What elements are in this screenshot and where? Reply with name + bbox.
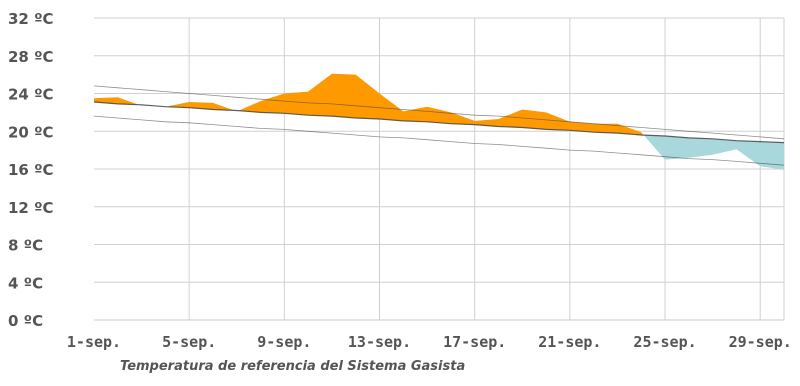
x-axis-ticks: 1-sep. 5-sep. 9-sep. 13-sep. 17-sep. 21-sep. 2… — [67, 333, 792, 351]
x-tick-label: 13-sep. — [348, 333, 411, 351]
y-tick-label: 0 ºC — [8, 312, 43, 330]
y-tick-label: 8 ºC — [8, 237, 43, 255]
x-tick-label: 29-sep. — [729, 333, 792, 351]
x-tick-label: 5-sep. — [162, 333, 216, 351]
x-tick-label: 9-sep. — [257, 333, 311, 351]
above-reference-area — [94, 73, 784, 143]
y-tick-label: 32 ºC — [8, 10, 54, 28]
reference-line — [93, 101, 785, 144]
y-tick-label: 16 ºC — [8, 161, 54, 179]
x-axis-caption: Temperatura de referencia del Sistema Ga… — [120, 359, 466, 374]
x-tick-label: 25-sep. — [633, 333, 696, 351]
reference-lines — [93, 85, 785, 166]
x-tick-label: 1-sep. — [67, 333, 121, 351]
y-tick-label: 4 ºC — [8, 274, 43, 292]
fill-areas — [94, 73, 784, 170]
y-tick-label: 20 ºC — [8, 123, 54, 141]
y-axis-ticks: 0 ºC 4 ºC 8 ºC 12 ºC 16 ºC 20 ºC 24 ºC 28 ºC 32 … — [8, 10, 54, 330]
y-tick-label: 28 ºC — [8, 48, 54, 66]
y-tick-label: 12 ºC — [8, 199, 54, 217]
gridlines — [94, 17, 785, 321]
y-tick-label: 24 ºC — [8, 86, 54, 104]
upper-band-line — [93, 85, 785, 140]
x-tick-label: 17-sep. — [443, 333, 506, 351]
x-tick-label: 21-sep. — [538, 333, 601, 351]
lower-band-line — [93, 115, 785, 166]
